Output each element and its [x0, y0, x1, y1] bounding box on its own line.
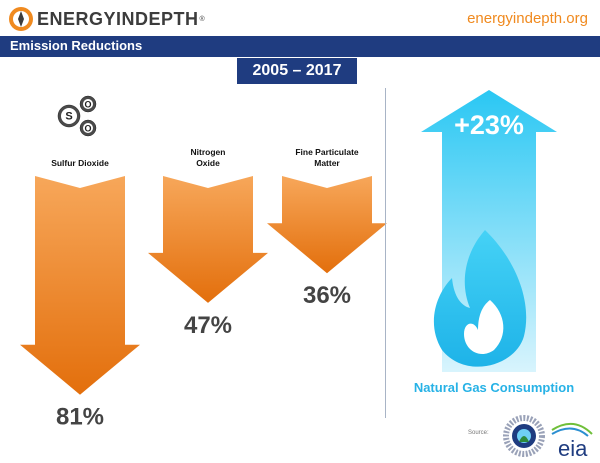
epa-seal-icon: [503, 415, 545, 457]
registered-mark: ®: [199, 15, 205, 23]
molecule-atom-core: [83, 123, 93, 133]
category-label: Sulfur Dioxide: [51, 158, 109, 168]
period-label: 2005 – 2017: [252, 62, 342, 79]
brand-logo[interactable]: ENERGYINDEPTH ®: [8, 6, 205, 32]
bar-arrow-fine-particulate-matter: [267, 176, 387, 274]
source-logos: Source: eia: [468, 412, 598, 460]
category-label: Oxide: [196, 158, 220, 168]
bar-arrow-sulfur-dioxide: [20, 176, 140, 395]
so2-molecule-icon: S O O: [57, 95, 97, 137]
bar-notch: [35, 176, 125, 188]
molecule-atom-label: O: [84, 124, 91, 134]
category-label: Matter: [314, 158, 340, 168]
site-url-link[interactable]: energyindepth.org: [467, 10, 588, 27]
bar-notch: [163, 176, 253, 188]
period-badge: 2005 – 2017: [237, 58, 357, 84]
value-label: 81%: [56, 404, 104, 431]
eia-logo-icon: eia: [551, 423, 593, 460]
brand-name: ENERGYINDEPTH: [37, 8, 199, 29]
category-label: Nitrogen: [191, 147, 226, 157]
bar-arrow-nitrogen-oxide: [148, 176, 268, 303]
value-label: 47%: [184, 312, 232, 339]
category-label: Fine Particulate: [295, 147, 359, 157]
section-divider: [385, 88, 386, 418]
molecule-atom-core: [61, 108, 77, 124]
energyindepth-logo-icon: [9, 7, 33, 31]
growth-category-label: Natural Gas Consumption: [414, 380, 574, 395]
source-label: Source:: [468, 430, 489, 436]
source-logos-svg: eia: [503, 415, 593, 460]
eia-text: eia: [558, 436, 588, 460]
flame-icon: [433, 230, 527, 367]
molecule-atom-label: O: [84, 100, 91, 110]
growth-value-label: +23%: [454, 110, 524, 140]
natural-gas-growth: +23% Natural Gas Consumption: [414, 90, 574, 395]
bar-notch: [282, 176, 372, 188]
molecule-atom-label: S: [65, 111, 72, 123]
section-title: Emission Reductions: [10, 38, 143, 53]
molecule-atom-core: [83, 99, 93, 109]
flame-inner-icon: [464, 300, 504, 355]
section-header: Emission Reductions: [0, 36, 600, 57]
bar-sulfur-dioxide: Sulfur Dioxide 81%: [20, 158, 140, 431]
value-label: 36%: [303, 282, 351, 309]
